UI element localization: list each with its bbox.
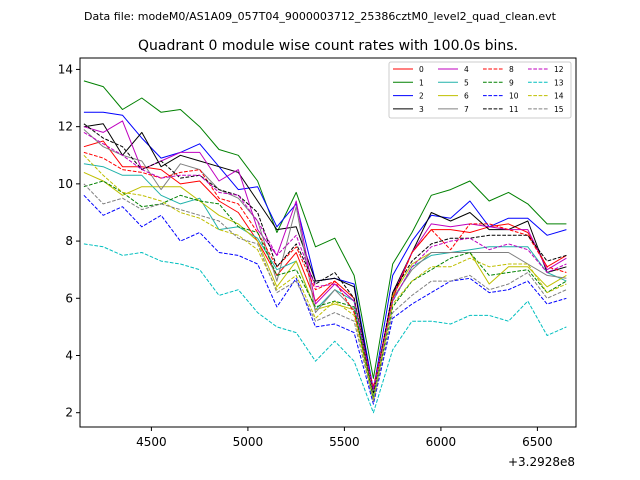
series-line-9 bbox=[83, 180, 567, 399]
legend-label-7: 7 bbox=[464, 105, 469, 114]
legend-label-4: 4 bbox=[464, 65, 469, 74]
legend-label-13: 13 bbox=[554, 78, 564, 87]
legend-label-3: 3 bbox=[419, 105, 424, 114]
series-line-4 bbox=[83, 120, 567, 394]
x-tick-label: 4500 bbox=[136, 435, 167, 449]
legend-label-14: 14 bbox=[554, 92, 564, 101]
series-line-7 bbox=[83, 129, 567, 394]
series-line-14 bbox=[83, 154, 567, 399]
legend-label-11: 11 bbox=[509, 105, 519, 114]
plot-area bbox=[79, 57, 577, 428]
x-axis: 4500 5000 5500 6000 6500 bbox=[136, 427, 553, 449]
legend-label-1: 1 bbox=[419, 78, 424, 87]
x-tick-label: 5000 bbox=[233, 435, 264, 449]
legend-label-9: 9 bbox=[509, 78, 514, 87]
plot-background bbox=[80, 58, 576, 427]
series-line-10 bbox=[83, 194, 567, 405]
legend-label-6: 6 bbox=[464, 92, 469, 101]
x-tick-label: 6500 bbox=[522, 435, 553, 449]
legend-label-12: 12 bbox=[554, 65, 564, 74]
y-tick-label: 6 bbox=[65, 291, 73, 305]
series-line-15 bbox=[83, 183, 567, 402]
y-axis: 2 4 6 8 10 12 14 bbox=[58, 62, 80, 420]
plot-frame bbox=[79, 57, 577, 428]
x-offset-label: +3.2928e8 bbox=[508, 455, 575, 469]
legend-label-5: 5 bbox=[464, 78, 469, 87]
y-tick-label: 14 bbox=[58, 62, 73, 76]
chart-title: Quadrant 0 module wise count rates with … bbox=[138, 38, 518, 54]
data-file-label: Data file: modeM0/AS1A09_057T04_90000037… bbox=[84, 10, 557, 23]
series-layer bbox=[83, 80, 567, 414]
x-tick-label: 6000 bbox=[426, 435, 457, 449]
series-line-12 bbox=[83, 131, 567, 391]
series-line-0 bbox=[83, 140, 567, 396]
legend-label-15: 15 bbox=[554, 105, 564, 114]
series-line-6 bbox=[83, 171, 567, 402]
series-line-13 bbox=[83, 243, 567, 414]
y-tick-label: 8 bbox=[65, 234, 73, 248]
legend-label-8: 8 bbox=[509, 65, 514, 74]
y-tick-label: 10 bbox=[58, 177, 73, 191]
x-tick-label: 5500 bbox=[329, 435, 360, 449]
legend-label-0: 0 bbox=[419, 65, 424, 74]
legend-label-10: 10 bbox=[509, 92, 519, 101]
series-line-1 bbox=[83, 80, 567, 379]
legend-label-2: 2 bbox=[419, 92, 424, 101]
legend-frame bbox=[388, 61, 572, 119]
y-tick-label: 12 bbox=[58, 120, 73, 134]
y-tick-label: 4 bbox=[65, 348, 73, 362]
y-tick-label: 2 bbox=[65, 406, 73, 420]
